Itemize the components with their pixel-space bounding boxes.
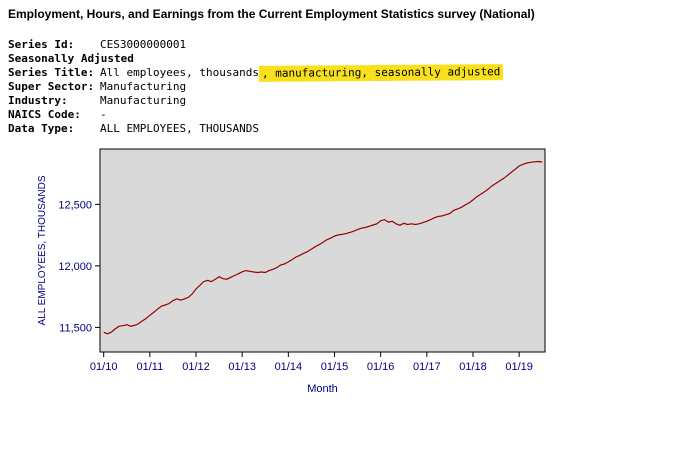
seasonally-adjusted-label: Seasonally Adjusted [8, 52, 134, 65]
super-sector-label: Super Sector: [8, 80, 95, 93]
series-title-highlighted-text: , manufacturing, seasonally adjusted [258, 64, 504, 82]
x-tick-label: 01/13 [228, 361, 256, 373]
industry-row: Industry: Manufacturing [8, 94, 674, 108]
y-tick-label: 11,500 [59, 322, 92, 334]
x-axis-label: Month [307, 383, 338, 395]
y-tick-label: 12,000 [58, 261, 92, 273]
industry-label: Industry: [8, 94, 68, 107]
series-id-label: Series Id: [8, 38, 75, 51]
industry-value: Manufacturing [100, 94, 187, 107]
data-type-row: Data Type: ALL EMPLOYEES, THOUSANDS [8, 122, 674, 136]
super-sector-value: Manufacturing [100, 80, 187, 93]
x-tick-label: 01/12 [182, 361, 210, 373]
y-tick-label: 12,500 [58, 199, 92, 211]
data-type-label: Data Type: [8, 122, 75, 135]
x-tick-label: 01/11 [136, 361, 163, 373]
x-tick-label: 01/14 [275, 361, 303, 373]
seasonally-adjusted-row: Seasonally Adjusted [8, 52, 674, 66]
x-tick-label: 01/19 [505, 361, 533, 373]
plot-area [99, 148, 546, 353]
employment-chart: 11,500 12,000 12,500 01/10 01/11 01/12 01/13 0… [0, 146, 674, 401]
employment-line [103, 160, 543, 335]
page-title: Employment, Hours, and Earnings from the… [8, 7, 535, 21]
x-tick-label: 01/17 [413, 361, 441, 373]
series-title-label: Series Title: [8, 66, 95, 79]
series-title-row: Series Title: All employees, thousands, m… [8, 64, 674, 82]
x-tick-label: 01/18 [459, 361, 487, 373]
y-axis-ticks: 11,500 12,000 12,500 [58, 199, 100, 334]
series-id-row: Series Id: CES3000000001 [8, 38, 674, 52]
x-tick-label: 01/15 [321, 361, 349, 373]
series-id-value: CES3000000001 [100, 38, 187, 51]
data-type-value: ALL EMPLOYEES, THOUSANDS [100, 122, 259, 135]
x-axis-ticks: 01/10 01/11 01/12 01/13 01/14 01/15 01/16 01/17… [90, 352, 533, 373]
x-tick-label: 01/16 [367, 361, 395, 373]
series-metadata: Series Id: CES3000000001 Seasonally Adjus… [8, 38, 674, 136]
x-tick-label: 01/10 [90, 361, 118, 373]
naics-code-row: NAICS Code: - [8, 108, 674, 122]
series-title-value: All employees, thousands, manufacturing,… [100, 64, 504, 82]
naics-code-label: NAICS Code: [8, 108, 81, 121]
series-title-plain: All employees, thousands [100, 66, 259, 79]
y-axis-label: ALL EMPLOYEES, THOUSANDS [37, 175, 48, 325]
super-sector-row: Super Sector: Manufacturing [8, 80, 674, 94]
naics-code-value: - [100, 108, 107, 121]
